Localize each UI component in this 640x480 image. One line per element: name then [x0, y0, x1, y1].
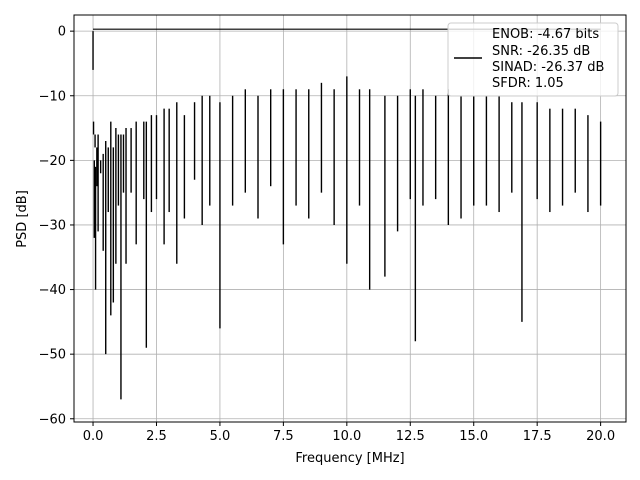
- plot-frame: [73, 14, 627, 423]
- plot-area: [92, 28, 602, 400]
- x-axis-label: Frequency [MHz]: [295, 451, 404, 466]
- y-tick-label: −10: [39, 89, 66, 104]
- x-tick-label: 12.5: [396, 429, 425, 444]
- y-tick-label: −60: [39, 412, 66, 427]
- x-tick-label: 10.0: [332, 429, 361, 444]
- x-tick-label: 5.0: [210, 429, 231, 444]
- legend-box: [447, 22, 619, 97]
- y-tick-label: −20: [39, 154, 66, 169]
- y-tick-label: 0: [58, 25, 66, 40]
- y-axis-label: PSD [dB]: [15, 190, 30, 248]
- legend-entry-sfdr: SFDR: 1.05: [492, 76, 564, 91]
- legend-entry-snr: SNR: -26.35 dB: [492, 44, 590, 59]
- x-tick-label: 2.5: [146, 429, 167, 444]
- y-tick-label: −40: [39, 283, 66, 298]
- x-tick-label: 17.5: [523, 429, 552, 444]
- legend: ENOB: -4.67 bits SNR: -26.35 dB SINAD: -…: [447, 22, 619, 97]
- x-tick-label: 0.0: [83, 429, 104, 444]
- x-tick-label: 15.0: [459, 429, 488, 444]
- y-tick-label: −50: [39, 348, 66, 363]
- x-tick-label: 7.5: [273, 429, 294, 444]
- legend-entry-enob: ENOB: -4.67 bits: [492, 27, 599, 42]
- axis-ticks: 0.0 2.5 5.0 7.5 10.0 12.5 15.0 17.5 20.0 0 −10 −20 −…: [39, 25, 616, 444]
- x-tick-label: 20.0: [586, 429, 615, 444]
- legend-entry-sinad: SINAD: -26.37 dB: [492, 60, 604, 75]
- y-tick-label: −30: [39, 218, 66, 233]
